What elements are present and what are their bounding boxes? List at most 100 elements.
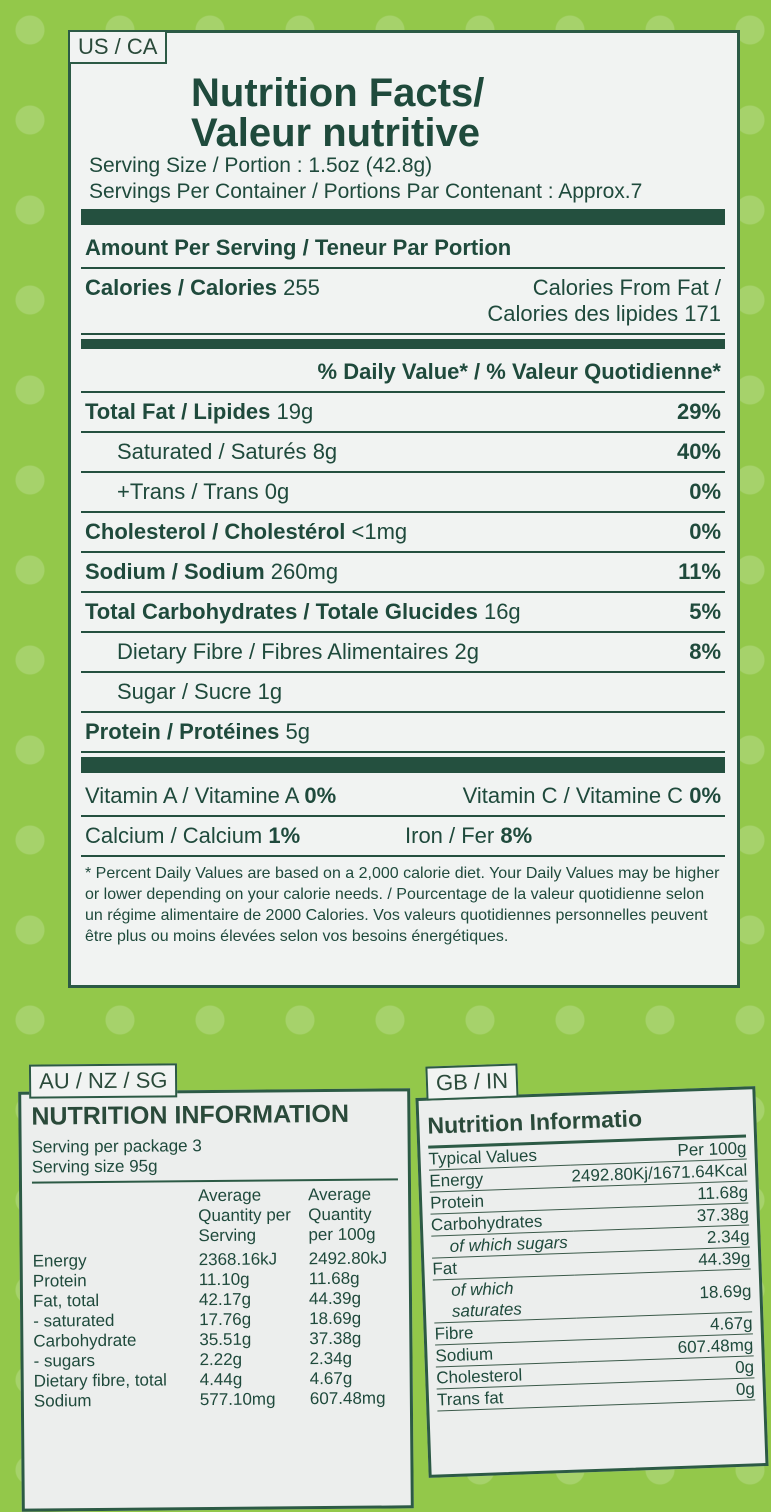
nutrient-dv: 5% (689, 599, 721, 624)
col-per-serving: Average Quantity per Serving (198, 1185, 291, 1246)
vitamin-a-dv: 0% (304, 783, 337, 808)
calcium-dv: 1% (268, 823, 301, 848)
nutrient-dv: 29% (676, 399, 721, 424)
au-nutrition-label: AU / NZ / SG NUTRITION INFORMATION Servi… (18, 1063, 414, 1512)
calories-fat-1: Calories From Fat / (532, 275, 721, 300)
nutrient-list: Total Fat / Lipides 19g 29% Saturated / Sa… (81, 393, 725, 753)
iron-label: Iron / Fer (405, 823, 495, 848)
per-serving-value: 4.44g (199, 1369, 243, 1390)
nutrient-amount: 1g (257, 679, 283, 704)
per-serving-value: 2368.16kJ (198, 1249, 278, 1270)
title-line1: Nutrition Facts/ (191, 71, 485, 115)
row-label: Fat, total (32, 1291, 100, 1311)
mineral-row: Calcium / Calcium 1% Iron / Fer 8% (81, 817, 725, 857)
per-serving-value: 35.51g (199, 1329, 252, 1350)
au-title: NUTRITION INFORMATION (31, 1099, 350, 1131)
gb-nutrition-label: GB / IN Nutrition Informatio Typical Val… (415, 1063, 769, 1478)
per-100g-value: 18.69g (309, 1308, 362, 1329)
per-100g-value: 2.34g (309, 1348, 353, 1369)
us-nutrition-label: US / CA Nutrition Facts/ Valeur nutritiv… (68, 30, 740, 988)
row-label: - sugars (33, 1351, 96, 1371)
gb-table: Typical Values Per 100g Energy 2492.80Kj/1… (428, 1137, 756, 1412)
nutrient-row: Cholesterol / Cholestérol <1mg 0% (81, 513, 725, 553)
nutrient-amount: 0g (264, 479, 290, 504)
row-label: - saturated (33, 1310, 115, 1331)
nutrient-dv: 8% (689, 639, 721, 664)
nutrient-label: Total Fat / Lipides (85, 399, 271, 424)
divider (81, 209, 725, 225)
servings-per-container: Servings Per Container / Portions Par Co… (89, 180, 643, 203)
row-label: Dietary fibre, total (33, 1370, 168, 1391)
nutrient-label: Protein / Protéines (85, 719, 280, 744)
calories-value: 255 (283, 275, 320, 300)
iron-dv: 8% (500, 823, 533, 848)
dv-header: % Daily Value* / % Valeur Quotidienne* (317, 359, 721, 384)
amount-per-serving: Amount Per Serving / Teneur Par Portion (81, 229, 725, 269)
calories-fat-2: Calories des lipides 171 (487, 301, 721, 326)
nutrient-row: Dietary Fibre / Fibres Alimentaires 2g 8% (81, 633, 725, 673)
calories-label: Calories / Calories (85, 275, 277, 300)
calories-row: Calories / Calories 255 Calories From Fa… (81, 269, 725, 335)
nutrient-amount: 5g (285, 719, 310, 744)
per-serving-value: 17.76g (199, 1309, 252, 1330)
nutrient-amount: 19g (276, 399, 314, 424)
nutrient-label: +Trans / Trans (117, 479, 259, 504)
per-100g-value: 4.67g (309, 1368, 353, 1389)
nutrient-row: Sugar / Sucre 1g (81, 673, 725, 713)
nutrient-label: Saturated / Saturés (117, 439, 307, 464)
nutrient-row: Saturated / Saturés 8g 40% (81, 433, 725, 473)
vitamin-c-label: Vitamin C / Vitamine C (462, 783, 684, 808)
region-tag: AU / NZ / SG (28, 1063, 178, 1099)
nutrient-label: Sodium / Sodium (85, 559, 265, 584)
au-serving-size: Serving size 95g (31, 1154, 398, 1184)
calcium-label: Calcium / Calcium (85, 823, 263, 848)
row-label: Carbohydrate (33, 1330, 137, 1351)
footnote: * Percent Daily Values are based on a 2,… (85, 865, 720, 945)
per-serving-value: 577.10mg (199, 1389, 276, 1410)
row-label: Sodium (33, 1391, 92, 1411)
nutrient-row: Total Carbohydrates / Totale Glucides 16… (81, 593, 725, 633)
nutrient-row: Sodium / Sodium 260mg 11% (81, 553, 725, 593)
nutrient-label: Sugar / Sucre (117, 679, 252, 704)
nutrient-amount: 2g (454, 639, 479, 664)
row-label: Trans fat (436, 1384, 580, 1411)
row-label: Energy (32, 1251, 87, 1271)
nutrient-amount: <1mg (351, 519, 408, 544)
amount-header: Amount Per Serving / Teneur Par Portion (85, 235, 512, 260)
vitamin-row: Vitamin A / Vitamine A 0% Vitamin C / Vi… (81, 777, 725, 817)
nutrient-dv: 0% (689, 519, 721, 544)
nutrient-row: Protein / Protéines 5g (81, 713, 725, 753)
per-serving-value: 42.17g (198, 1289, 252, 1310)
nutrient-amount: 8g (312, 439, 338, 464)
col-per-100g: Average Quantity per 100g (308, 1184, 376, 1245)
row-label: of which saturates (432, 1275, 577, 1324)
per-serving-value: 11.10g (198, 1269, 250, 1290)
divider (81, 339, 725, 349)
region-tag: US / CA (68, 30, 168, 64)
nutrient-row: +Trans / Trans 0g 0% (81, 473, 725, 513)
per-100g-value: 44.39g (308, 1288, 362, 1309)
region-tag: GB / IN (425, 1063, 519, 1101)
nutrient-label: Total Carbohydrates / Totale Glucides (85, 599, 478, 624)
vitamin-c-dv: 0% (689, 783, 721, 808)
nutrient-amount: 16g (483, 599, 521, 624)
per-100g-value: 2492.80kJ (308, 1248, 388, 1269)
serving-size: Serving Size / Portion : 1.5oz (42.8g) (89, 154, 433, 177)
per-100g-value: 11.68g (308, 1268, 360, 1289)
nutrient-dv: 0% (689, 479, 721, 504)
au-table: Average Quantity per Serving Average Quan… (32, 1180, 400, 1411)
vitamin-a-label: Vitamin A / Vitamine A (85, 783, 299, 808)
daily-value-header: % Daily Value* / % Valeur Quotidienne* (81, 353, 725, 393)
per-serving-value: 2.22g (199, 1349, 243, 1370)
table-row: Sodium 577.10mg 607.48mg (34, 1388, 400, 1411)
per-100g-value: 37.38g (309, 1328, 362, 1349)
per-100g-value: 607.48mg (309, 1388, 386, 1409)
nutrient-dv: 40% (676, 439, 721, 464)
nutrient-label: Cholesterol / Cholestérol (85, 519, 346, 544)
nutrient-label: Dietary Fibre / Fibres Alimentaires (117, 639, 449, 664)
nutrient-dv: 11% (678, 559, 721, 584)
row-value: 0g (578, 1377, 756, 1407)
nutrient-amount: 260mg (270, 559, 339, 584)
divider (81, 757, 725, 773)
nutrient-row: Total Fat / Lipides 19g 29% (81, 393, 725, 433)
